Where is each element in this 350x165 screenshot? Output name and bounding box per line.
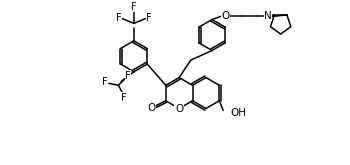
Text: F: F bbox=[125, 71, 131, 81]
Text: OH: OH bbox=[230, 108, 246, 118]
Text: O: O bbox=[222, 11, 230, 21]
Text: F: F bbox=[116, 13, 121, 23]
Text: F: F bbox=[131, 2, 136, 12]
Text: N: N bbox=[264, 11, 272, 21]
Text: O: O bbox=[175, 104, 183, 115]
Text: F: F bbox=[102, 77, 108, 87]
Text: F: F bbox=[121, 93, 127, 103]
Text: O: O bbox=[147, 102, 155, 113]
Text: F: F bbox=[147, 13, 152, 23]
